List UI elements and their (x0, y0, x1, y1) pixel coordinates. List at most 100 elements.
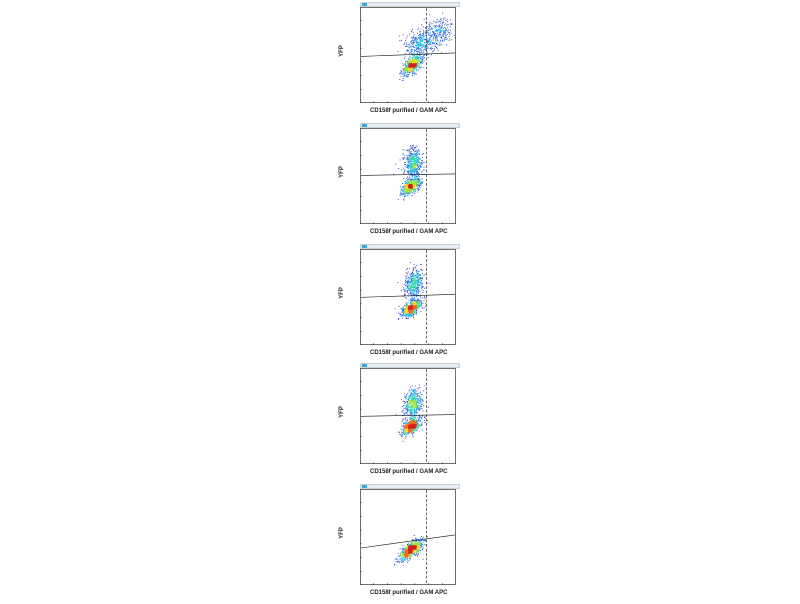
event-dot (439, 32, 440, 33)
event-dot (414, 389, 415, 390)
event-dot (407, 67, 408, 68)
event-dot (414, 147, 415, 148)
event-dot (412, 306, 413, 307)
event-dot (413, 284, 414, 285)
event-dot (416, 294, 417, 295)
event-dot (417, 192, 418, 193)
event-dot (402, 311, 403, 312)
event-dot (415, 386, 416, 387)
event-dot (415, 308, 416, 309)
event-dot (419, 184, 420, 185)
event-dot (436, 25, 437, 26)
event-dot (415, 185, 416, 186)
event-dot (416, 270, 417, 271)
event-dot (413, 63, 414, 64)
event-dot (408, 318, 409, 319)
event-dot (423, 52, 424, 53)
event-dot (409, 165, 410, 166)
event-dot (409, 44, 410, 45)
event-dot (418, 300, 419, 301)
event-dot (413, 161, 414, 162)
event-dot (410, 160, 411, 161)
event-dot (412, 147, 413, 148)
event-dot (418, 271, 419, 272)
event-dot (413, 273, 414, 274)
event-dot (420, 40, 421, 41)
event-dot (404, 171, 405, 172)
event-dot (407, 157, 408, 158)
event-dot (405, 187, 406, 188)
event-dot (425, 32, 426, 33)
event-dot (400, 434, 401, 435)
event-dot (417, 396, 418, 397)
event-dot (419, 57, 420, 58)
event-dot (409, 282, 410, 283)
event-dot (420, 301, 421, 302)
event-dot (443, 28, 444, 29)
event-dot (404, 155, 405, 156)
event-dot (428, 28, 429, 29)
event-dot (437, 19, 438, 20)
event-dot (415, 60, 416, 61)
event-dot (415, 418, 416, 419)
event-dot (413, 169, 414, 170)
event-dot (431, 41, 432, 42)
event-dot (421, 301, 422, 302)
event-dot (420, 274, 421, 275)
event-dot (418, 169, 419, 170)
event-dot (419, 173, 420, 174)
event-dot (412, 278, 413, 279)
event-dot (410, 68, 411, 69)
event-dot (414, 306, 415, 307)
event-dot (412, 307, 413, 308)
event-dot (420, 159, 421, 160)
event-dot (420, 166, 421, 167)
event-dot (423, 35, 424, 36)
event-dot (404, 157, 405, 158)
event-dot (404, 295, 405, 296)
event-dot (403, 313, 404, 314)
event-dot (416, 303, 417, 304)
event-dot (409, 560, 410, 561)
event-dot (404, 413, 405, 414)
event-dot (440, 45, 441, 46)
event-dot (404, 188, 405, 189)
event-dot (406, 307, 407, 308)
event-dot (408, 194, 409, 195)
event-dot (408, 409, 409, 410)
event-dot (454, 35, 455, 36)
event-dot (415, 162, 416, 163)
event-dot (416, 37, 417, 38)
event-dot (405, 438, 406, 439)
event-dot (407, 150, 408, 151)
event-dot (417, 421, 418, 422)
event-dot (413, 410, 414, 411)
event-dot (409, 72, 410, 73)
event-dot (417, 555, 418, 556)
event-dot (414, 65, 415, 66)
event-dot (403, 168, 404, 169)
event-dot (412, 419, 413, 420)
event-dot (406, 308, 407, 309)
event-dot (407, 50, 408, 51)
event-dot (434, 33, 435, 34)
event-dot (445, 33, 446, 34)
event-dot (420, 392, 421, 393)
event-dot (412, 161, 413, 162)
event-dot (446, 35, 447, 36)
event-dot (405, 64, 406, 65)
event-dot (442, 25, 443, 26)
event-dot (405, 40, 406, 41)
event-dot (412, 29, 413, 30)
event-dot (449, 39, 450, 40)
event-dot (409, 278, 410, 279)
event-dot (397, 561, 398, 562)
event-dot (407, 310, 408, 311)
event-dot (400, 70, 401, 71)
event-dot (423, 171, 424, 172)
event-dot (408, 185, 409, 186)
event-dot (416, 51, 417, 52)
event-dot (411, 183, 412, 184)
event-dot (418, 304, 419, 305)
